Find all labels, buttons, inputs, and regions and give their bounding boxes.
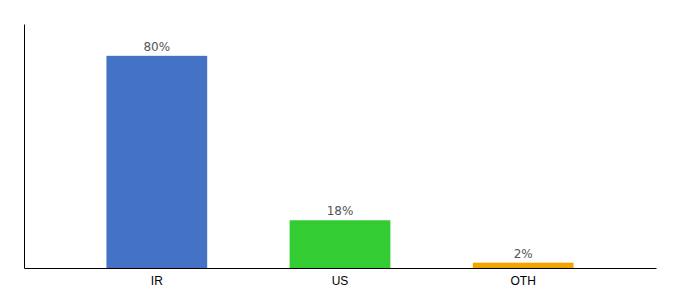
bar	[106, 56, 207, 268]
x-tick: US	[332, 274, 349, 288]
x-tick: IR	[151, 274, 163, 288]
x-tick: OTH	[511, 274, 536, 288]
bars	[106, 56, 573, 268]
data-labels: 80% 18% 2%	[143, 40, 532, 261]
bar	[290, 220, 391, 268]
x-axis: IR US OTH	[25, 269, 657, 288]
x-tick-label: IR	[151, 274, 163, 288]
y-axis-line	[24, 25, 25, 269]
plot: IR US OTH 80% 18% 2%	[25, 25, 657, 288]
chart: IR US OTH 80% 18% 2%	[0, 0, 680, 300]
y-axis	[24, 25, 25, 269]
x-tick-label: OTH	[511, 274, 536, 288]
data-label: 2%	[514, 247, 533, 261]
data-label: 18%	[327, 204, 354, 218]
bar	[473, 263, 574, 268]
data-label: 80%	[143, 40, 170, 54]
x-axis-line	[25, 268, 657, 269]
x-tick-label: US	[332, 274, 349, 288]
